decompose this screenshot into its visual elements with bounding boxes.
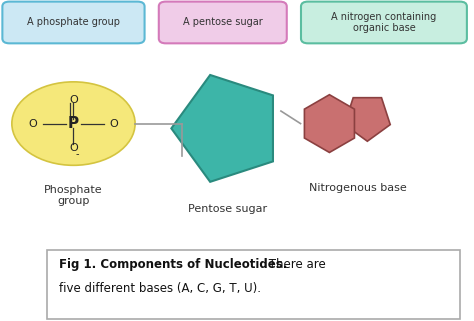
Text: Phosphate
group: Phosphate group	[44, 185, 103, 206]
Text: O: O	[69, 143, 78, 153]
Text: Fig 1. Components of Nucleotides.: Fig 1. Components of Nucleotides.	[59, 258, 288, 271]
FancyBboxPatch shape	[2, 2, 145, 43]
Text: O: O	[29, 118, 37, 129]
Polygon shape	[171, 75, 273, 182]
Text: A pentose sugar: A pentose sugar	[183, 17, 263, 28]
FancyBboxPatch shape	[301, 2, 467, 43]
Text: five different bases (A, C, G, T, U).: five different bases (A, C, G, T, U).	[59, 282, 261, 295]
Text: O: O	[109, 118, 118, 129]
Polygon shape	[345, 98, 390, 141]
Polygon shape	[304, 95, 355, 152]
Text: -: -	[75, 149, 79, 159]
Text: A nitrogen containing
organic base: A nitrogen containing organic base	[331, 12, 437, 33]
Circle shape	[12, 82, 135, 165]
Text: Nitrogenous base: Nitrogenous base	[309, 183, 407, 193]
Text: P: P	[68, 116, 79, 131]
Text: O: O	[69, 94, 78, 105]
FancyBboxPatch shape	[159, 2, 287, 43]
FancyBboxPatch shape	[47, 250, 460, 319]
Text: There are: There are	[265, 258, 326, 271]
Text: Pentose sugar: Pentose sugar	[188, 204, 267, 214]
Text: A phosphate group: A phosphate group	[27, 17, 120, 28]
